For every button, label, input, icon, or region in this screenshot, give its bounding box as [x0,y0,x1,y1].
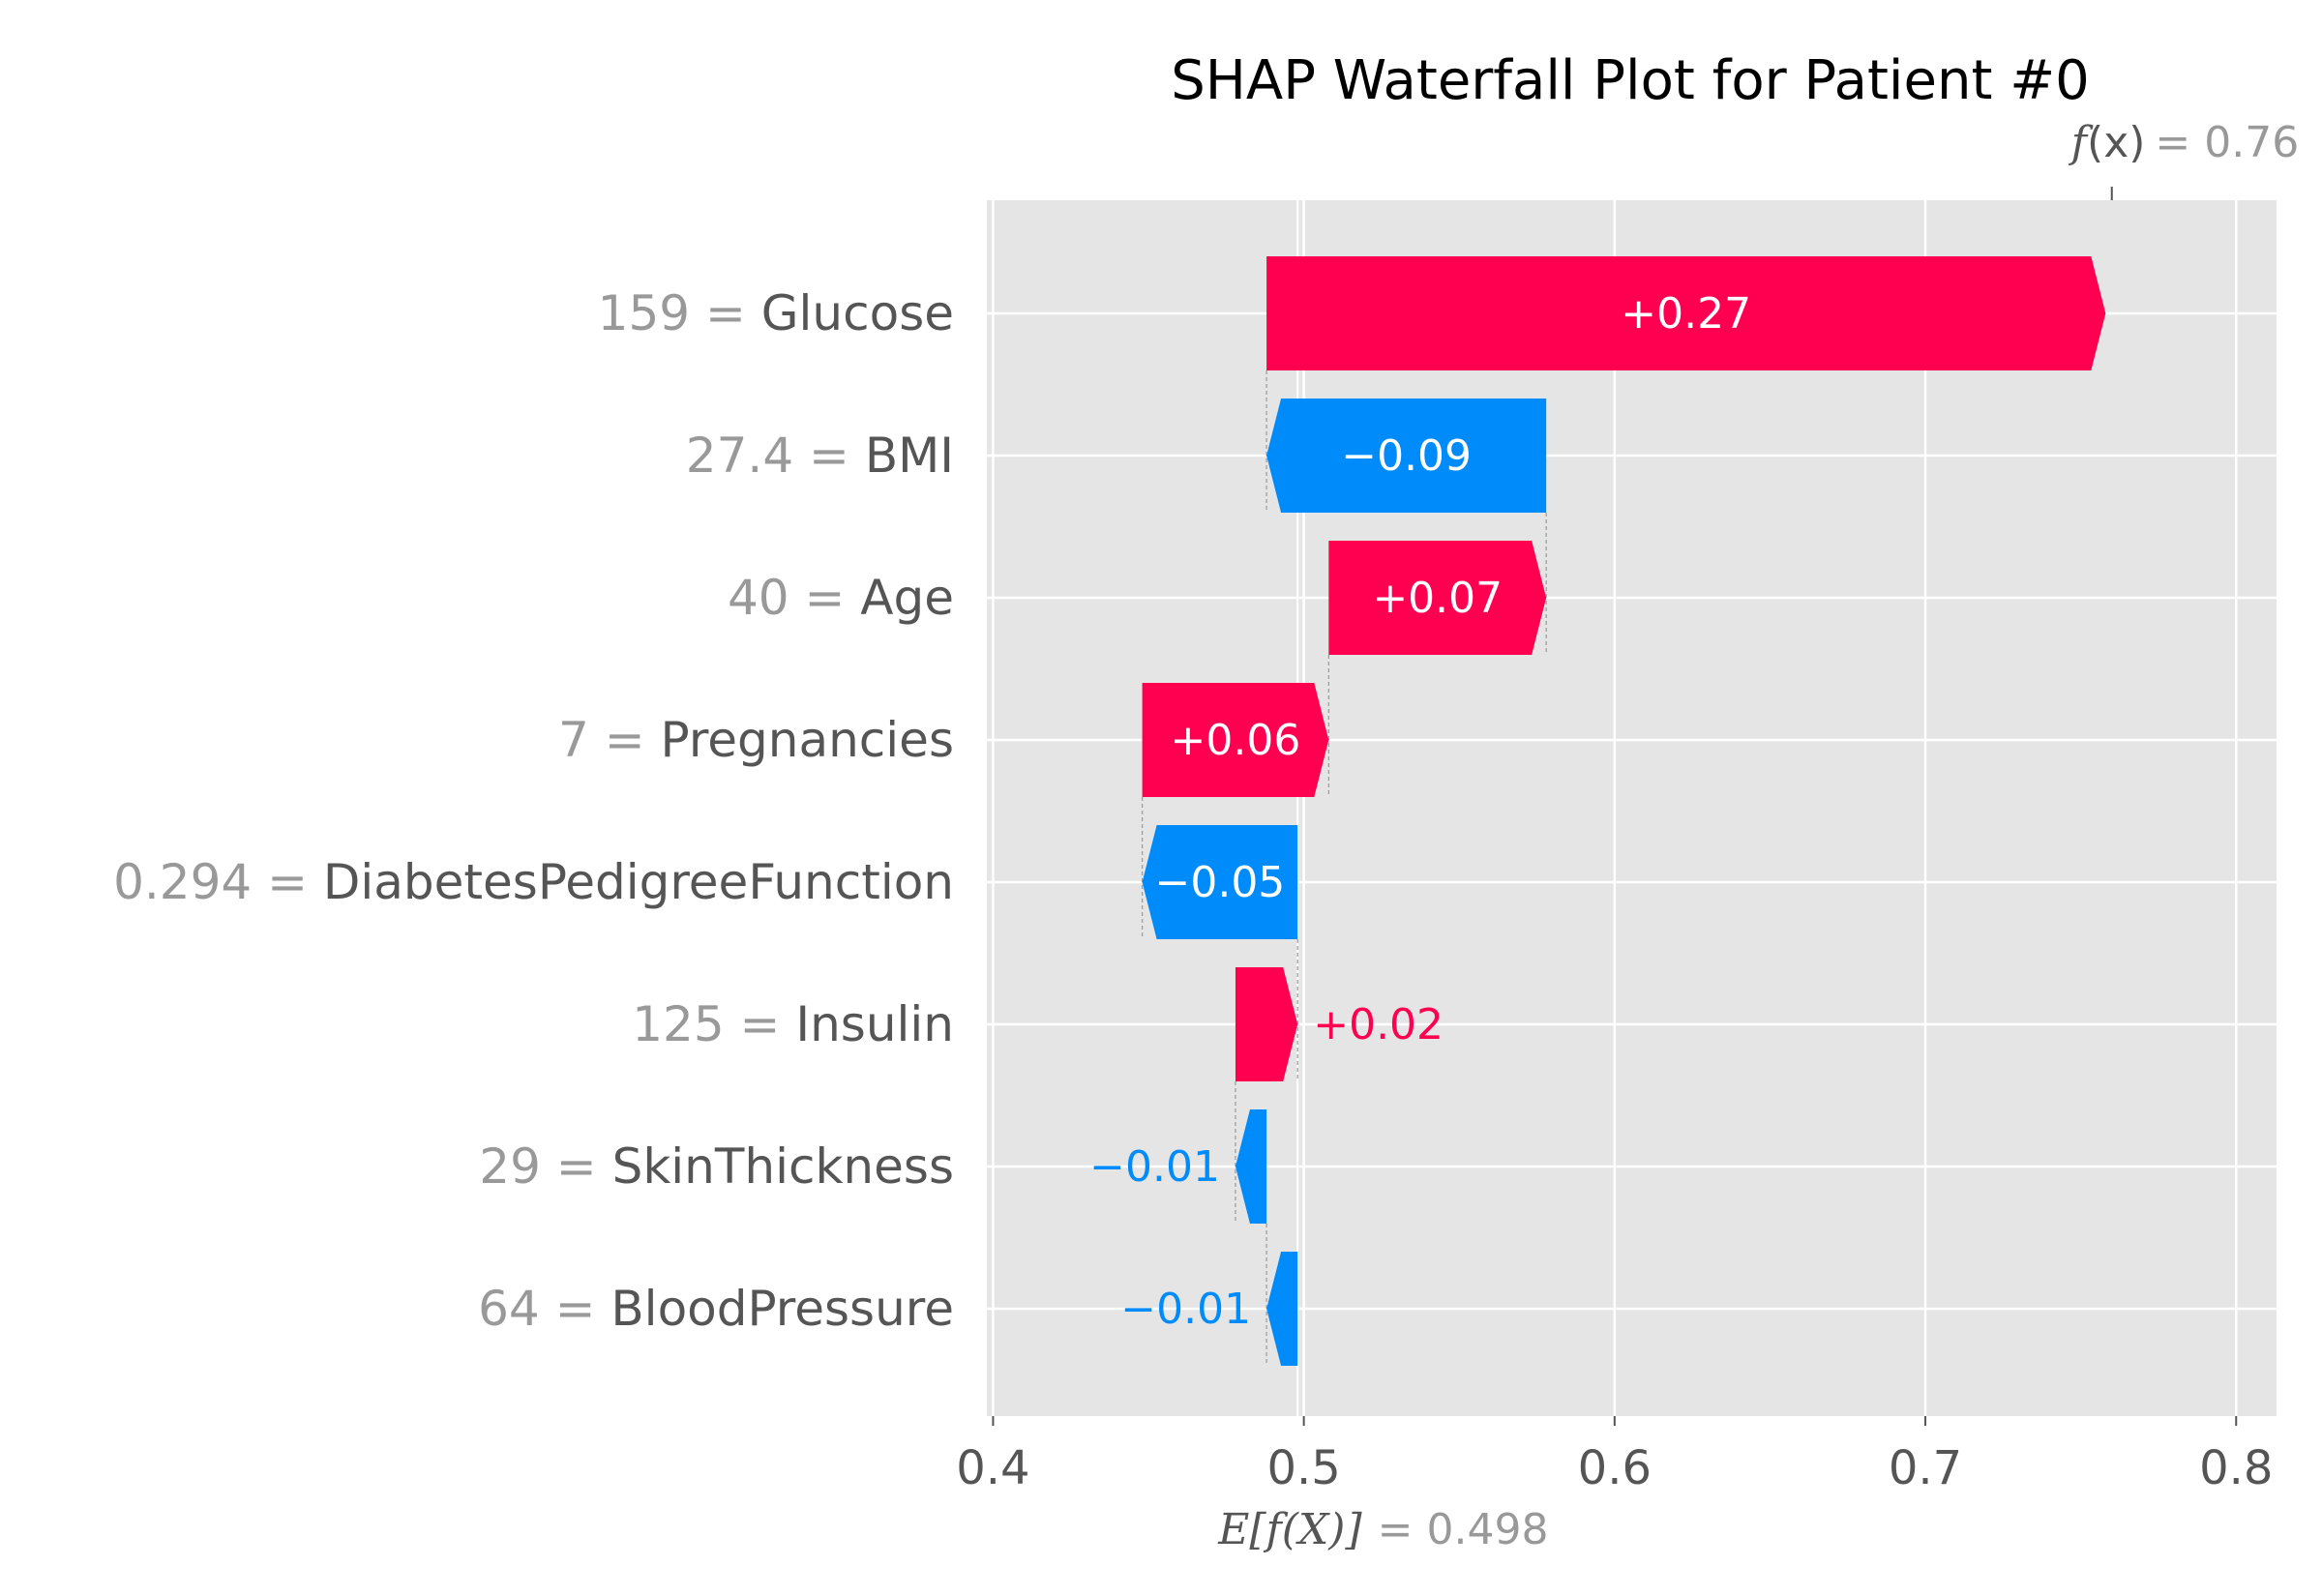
feature-label: 125 = Insulin [632,996,954,1052]
bar-value-label: −0.01 [1089,1142,1220,1192]
feature-label: 159 = Glucose [598,285,954,341]
plot-area [987,200,2277,1416]
x-tick-label: 0.4 [956,1441,1029,1495]
chart-title: SHAP Waterfall Plot for Patient #0 [1171,49,2090,112]
x-tick-label: 0.6 [1578,1441,1652,1495]
bars: +0.27 −0.09 +0.07 +0.06 −0.05 +0.02 −0.01 −0.01 [1089,256,2106,1366]
bar-bmi [1266,399,1547,513]
x-tick-label: 0.8 [2199,1441,2273,1495]
bar-value-label: +0.07 [1372,574,1503,623]
feature-label: 0.294 = DiabetesPedigreeFunction [113,854,954,910]
bar-bloodpressure [1266,1252,1298,1366]
bar-value-label: −0.05 [1154,858,1285,907]
bar-diabetespedigreefunction [1142,825,1298,939]
base-value-annotation: E[f(X)] = 0.498 [1217,1505,1548,1554]
bar-value-label: +0.27 [1621,289,1751,339]
output-value-label: f(x) = 0.76 [2069,118,2300,167]
output-value-annotation: f(x) = 0.76 [2069,118,2300,200]
feature-label: 64 = BloodPressure [478,1281,954,1337]
base-value-label: E[f(X)] = 0.498 [1217,1505,1548,1554]
feature-label: 27.4 = BMI [686,428,954,484]
bar-value-label: +0.06 [1171,716,1301,765]
feature-label: 29 = SkinThickness [479,1138,954,1195]
bar-value-label: −0.09 [1341,431,1472,481]
x-tick-label: 0.7 [1889,1441,1962,1495]
bar-value-label: +0.02 [1313,1000,1444,1049]
bar-value-label: −0.01 [1120,1285,1251,1334]
feature-label: 40 = Age [728,570,954,626]
feature-labels: 159 = Glucose 27.4 = BMI 40 = Age 7 = Pregn… [113,285,954,1337]
bar-insulin [1235,967,1298,1081]
x-tick-label: 0.5 [1266,1441,1340,1495]
x-axis: 0.4 0.5 0.6 0.7 0.8 [956,1416,2273,1495]
bar-age [1328,541,1547,655]
bar-glucose [1266,256,2106,370]
bar-pregnancies [1142,683,1329,797]
feature-label: 7 = Pregnancies [558,712,954,768]
bar-skinthickness [1235,1109,1267,1224]
connector-lines [1142,370,1547,1366]
